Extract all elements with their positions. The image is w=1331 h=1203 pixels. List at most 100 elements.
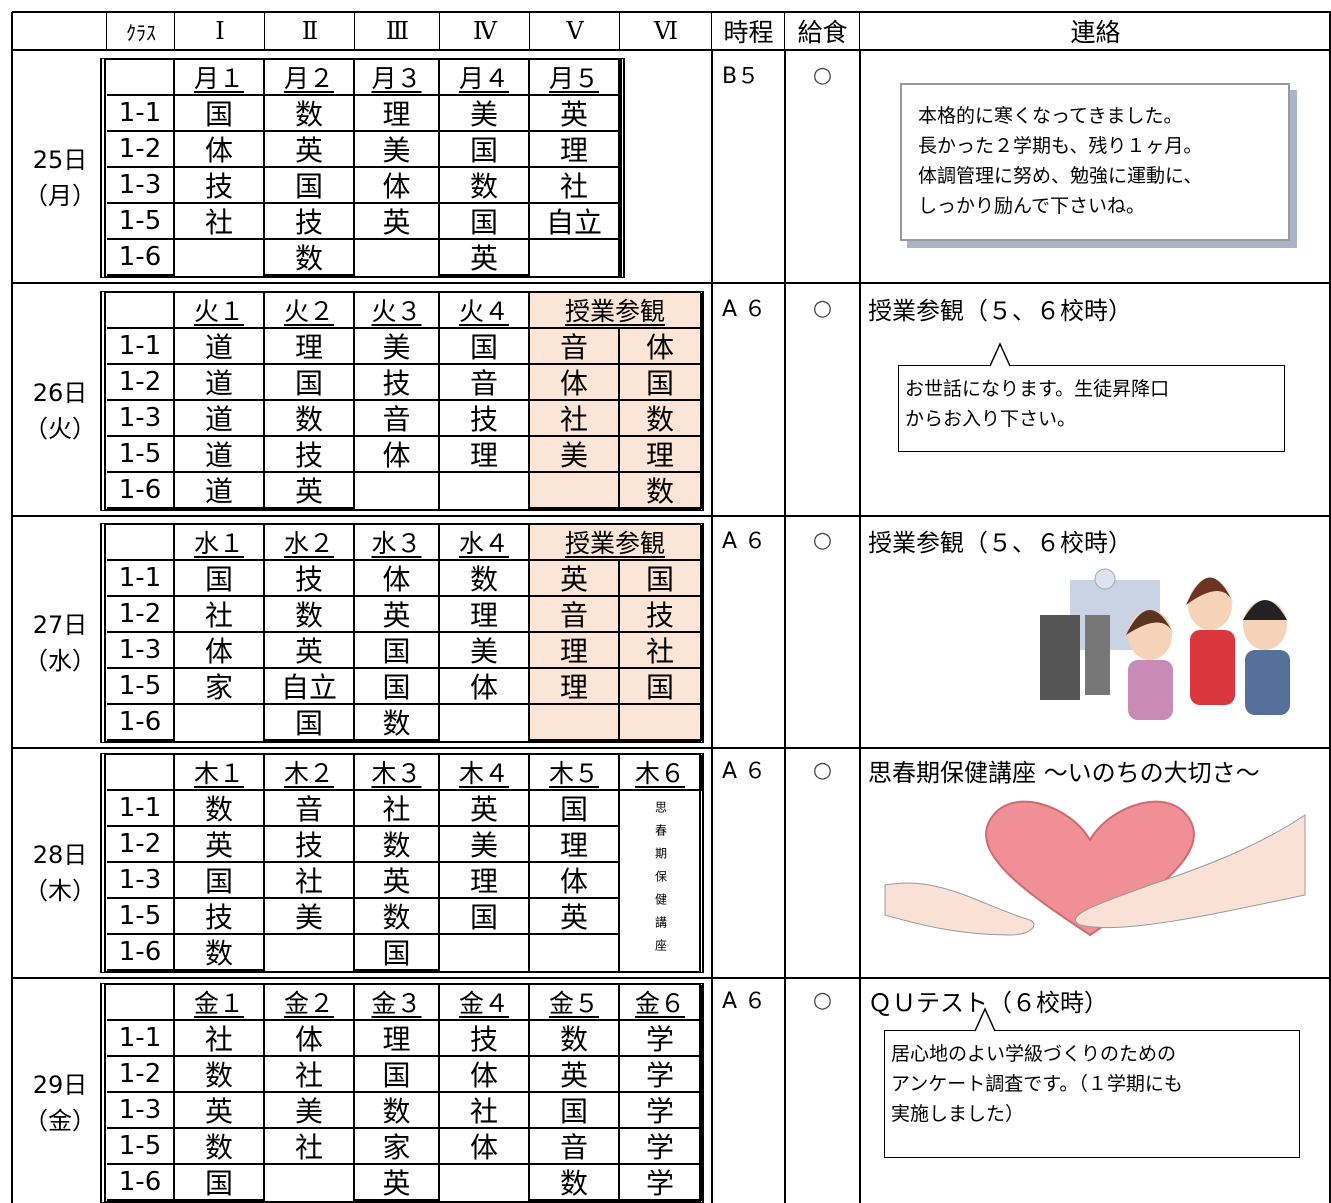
subject-cell: 英 — [175, 827, 265, 863]
weekday: （木） — [24, 876, 96, 905]
weekday: （水） — [24, 646, 96, 675]
subject-cell: 学 — [620, 1093, 702, 1129]
day-period: 火１ — [175, 293, 265, 329]
class-name: 1-2 — [107, 827, 175, 863]
subject-cell: 社 — [265, 1057, 355, 1093]
class-name: 1-3 — [107, 168, 175, 204]
class-name: 1-3 — [107, 633, 175, 669]
notice-line: 本格的に寒くなってきました。 — [918, 105, 1183, 127]
subject-cell: 理 — [530, 633, 620, 669]
subject-cell: 英 — [355, 1165, 440, 1201]
subject-cell: 数 — [175, 791, 265, 827]
class-name: 1-5 — [107, 669, 175, 705]
subject-cell: 音 — [530, 597, 620, 633]
subject-cell: 技 — [265, 827, 355, 863]
lunch-header: 給食 — [797, 18, 848, 47]
subject-cell: 数 — [355, 1093, 440, 1129]
subject-cell: 体 — [355, 561, 440, 597]
subject-cell: 美 — [265, 1093, 355, 1129]
subject-cell — [440, 473, 530, 509]
subject-cell: 国 — [620, 669, 702, 705]
blank-cell — [107, 985, 175, 1021]
subject-cell: 技 — [440, 1021, 530, 1057]
period-header: Ⅰ — [215, 17, 225, 45]
subject-cell: 国 — [620, 365, 702, 401]
subject-cell: 家 — [355, 1129, 440, 1165]
subject-cell — [530, 705, 620, 741]
schedule: A ６ — [722, 989, 767, 1014]
rule-line — [354, 12, 355, 50]
subject-cell: 国 — [265, 365, 355, 401]
class-name: 1-3 — [107, 401, 175, 437]
notice-line: しっかり励んで下さいね。 — [918, 195, 1146, 217]
subject-cell: 美 — [530, 437, 620, 473]
subject-cell: 国 — [355, 633, 440, 669]
blank-cell — [107, 293, 175, 329]
subject-cell: 英 — [265, 132, 355, 168]
subject-cell: 道 — [175, 365, 265, 401]
rule-line — [12, 747, 1331, 749]
subject-cell: 数 — [440, 561, 530, 597]
subject-cell: 理 — [355, 96, 440, 132]
class-name: 1-3 — [107, 863, 175, 899]
vertical-note: 思春期保健講座 — [653, 800, 668, 962]
day-period: 火２ — [265, 293, 355, 329]
day-period: 月２ — [265, 60, 355, 96]
subject-cell: 技 — [440, 401, 530, 437]
notice-header: 連絡 — [1070, 18, 1121, 47]
day-period: 月１ — [175, 60, 265, 96]
class-name: 1-1 — [107, 791, 175, 827]
class-name: 1-1 — [107, 96, 175, 132]
day-period: 金５ — [530, 985, 620, 1021]
blank-cell — [107, 755, 175, 791]
period-header: Ⅲ — [385, 17, 410, 45]
weekday: （火） — [24, 414, 96, 443]
lunch: ○ — [812, 295, 833, 321]
day-period: 火４ — [440, 293, 530, 329]
schedule: B５ — [722, 64, 760, 89]
subject-cell: 学 — [620, 1129, 702, 1165]
subject-cell: 英 — [355, 597, 440, 633]
subject-cell: 英 — [530, 899, 620, 935]
rule-line — [12, 282, 1331, 284]
subject-cell: 理 — [440, 437, 530, 473]
notice-line: 長かった２学期も、残り１ヶ月。 — [918, 135, 1203, 157]
subject-cell: 社 — [265, 1129, 355, 1165]
subject-cell — [440, 705, 530, 741]
subject-cell: 数 — [355, 705, 440, 741]
rule-line — [859, 12, 860, 50]
subject-cell: 体 — [620, 329, 702, 365]
subject-cell: 数 — [175, 935, 265, 971]
subject-cell: 数 — [265, 597, 355, 633]
subject-cell: 美 — [355, 132, 440, 168]
class-name: 1-2 — [107, 132, 175, 168]
subject-cell: 国 — [440, 899, 530, 935]
subject-cell: 音 — [530, 1129, 620, 1165]
period-header: Ⅴ — [566, 17, 584, 45]
subject-cell: 国 — [175, 96, 265, 132]
subject-cell: 美 — [440, 827, 530, 863]
day-period: 水３ — [355, 525, 440, 561]
subject-cell — [175, 240, 265, 276]
subject-cell: 音 — [355, 401, 440, 437]
subject-cell: 体 — [440, 669, 530, 705]
day-period: 金６ — [620, 985, 702, 1021]
subject-cell: 英 — [440, 791, 530, 827]
date: 28日 — [32, 840, 88, 869]
subject-cell: 自立 — [265, 669, 355, 705]
subject-cell: 学 — [620, 1057, 702, 1093]
day-period: 木２ — [265, 755, 355, 791]
day-period: 月５ — [530, 60, 620, 96]
rule-line — [1329, 12, 1331, 1203]
subject-cell: 美 — [265, 899, 355, 935]
class-name: 1-1 — [107, 329, 175, 365]
subject-cell: 技 — [265, 204, 355, 240]
inner-table — [100, 753, 704, 973]
subject-cell — [440, 935, 530, 971]
subject-cell — [355, 240, 440, 276]
rule-line — [12, 515, 1331, 517]
day-period: 金１ — [175, 985, 265, 1021]
subject-cell: 体 — [355, 437, 440, 473]
day-period: 火３ — [355, 293, 440, 329]
class-name: 1-6 — [107, 240, 175, 276]
